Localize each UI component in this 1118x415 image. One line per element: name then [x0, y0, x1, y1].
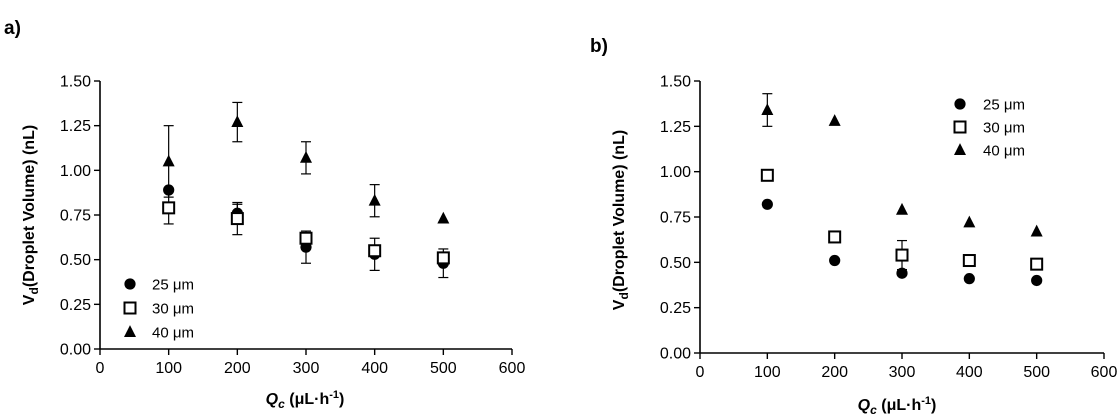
- panel-b-point-circle: [761, 198, 773, 210]
- panel-a-point-square: [299, 231, 313, 245]
- panel-b-x-axis-title: Qc (μL·h-1): [858, 395, 937, 415]
- panel-a-x-tick-label: 0: [96, 360, 105, 377]
- panel-a-point-triangle: [437, 211, 450, 224]
- panel-b-xlabel-sup: -1: [921, 395, 931, 407]
- panel-b-legend-label: 25 μm: [983, 97, 1025, 114]
- panel-b-y-tick-label: 1.25: [660, 119, 691, 136]
- panel-b-point-circle: [1031, 274, 1043, 287]
- panel-b-y-axis-title: Vd(Droplet Volume) (nL): [611, 130, 631, 310]
- panel-a-legend-marker-square: [123, 301, 137, 315]
- panel-b-x-tick-label: 600: [1091, 364, 1118, 381]
- panel-b-point-triangle: [1030, 224, 1043, 237]
- panel-b-xlabel-close: ): [931, 397, 936, 414]
- panel-a-x-tick-label: 100: [155, 360, 182, 377]
- panel-b-legend-label: 40 μm: [983, 143, 1025, 160]
- panel-a-legend-label: 25 μm: [152, 277, 194, 294]
- panel-b-point-square: [1030, 257, 1044, 271]
- panel-b-x-tick-label: 100: [754, 364, 781, 381]
- panel-a-x-tick-label: 300: [293, 360, 320, 377]
- panel-a-x-axis-title: Qc (μL·h-1): [266, 389, 345, 411]
- panel-a-point-square: [368, 244, 382, 258]
- panel-b-legend-marker-circle: [954, 98, 966, 110]
- panel-b-point-triangle: [828, 114, 841, 126]
- panel-b-legend-label: 30 μm: [983, 120, 1025, 137]
- panel-b-x-tick-label: 400: [956, 364, 983, 381]
- panel-b-y-tick-label: 0.00: [660, 346, 691, 363]
- panel-a-y-tick-label: 0.50: [60, 252, 91, 269]
- panel-b-label: b): [590, 36, 608, 57]
- panel-b-y-tick-label: 0.75: [660, 210, 691, 227]
- panel-a-point-triangle: [162, 154, 175, 167]
- panel-a-point-square: [162, 201, 176, 215]
- panel-b-xlabel-rest: (μL·h: [877, 397, 921, 414]
- panel-a-ylabel-sub: d: [27, 287, 41, 294]
- panel-a-point-square: [230, 212, 244, 226]
- panel-a-x-tick-label: 500: [430, 360, 457, 377]
- panel-a-xlabel-rest: (μL·h: [285, 391, 329, 408]
- panel-b-xlabel-main: Q: [858, 397, 871, 414]
- panel-b-x-tick-label: 500: [1023, 364, 1050, 381]
- panel-a-label: a): [4, 18, 21, 39]
- panel-a-plot: 0.00 0.25 0.50 0.75 1.00 1.25 1.50 0 100 200 300 40…: [60, 74, 526, 378]
- panel-a-point-triangle: [231, 115, 244, 128]
- panel-b-point-triangle: [761, 103, 774, 115]
- panel-b-y-tick-label: 1.00: [660, 164, 691, 181]
- panel-a-xlabel-main: Q: [266, 391, 279, 408]
- panel-a-y-tick-label: 1.00: [60, 163, 91, 180]
- panel-b-point-square: [895, 248, 909, 262]
- panel-a-point-square: [436, 251, 450, 265]
- panel-a-point-circle: [163, 184, 175, 196]
- panel-b-point-circle: [896, 267, 908, 279]
- panel-a-point-triangle: [368, 193, 381, 206]
- panel-a-x-tick-label: 200: [224, 360, 251, 377]
- panel-b-y-tick-label: 0.50: [660, 255, 691, 272]
- panel-a-legend-label: 30 μm: [152, 301, 194, 318]
- panel-b-ylabel-rest: (Droplet Volume) (nL): [611, 130, 628, 292]
- panel-a-xlabel-sub: c: [278, 397, 285, 411]
- panel-a-legend-marker-circle: [124, 278, 136, 290]
- panel-b-x-tick-label: 300: [889, 364, 916, 381]
- panel-a-y-tick-label: 1.50: [60, 74, 91, 91]
- panel-a-ylabel-rest: (Droplet Volume) (nL): [21, 125, 38, 287]
- panel-b-y-tick-label: 1.50: [660, 74, 691, 91]
- panel-b-plot: 0.00 0.25 0.50 0.75 1.00 1.25 1.50 0 100 200 300 40…: [660, 74, 1118, 382]
- panel-a-point-triangle: [300, 151, 312, 163]
- panel-a-legend-label: 40 μm: [152, 325, 194, 342]
- panel-a-y-tick-label: 0.75: [60, 208, 91, 225]
- panel-b-point-circle: [829, 254, 841, 267]
- panel-b-point-circle: [963, 273, 975, 285]
- panel-b-legend-marker-triangle: [954, 143, 966, 155]
- panel-b-x-tick-label: 0: [696, 364, 705, 381]
- panel-b-xlabel-sub: c: [870, 403, 877, 415]
- panel-a-y-tick-label: 1.25: [60, 118, 91, 135]
- panel-a-xlabel-sup: -1: [329, 389, 339, 401]
- panel-b-point-triangle: [963, 215, 976, 228]
- panel-a-y-axis-title: Vd(Droplet Volume) (nL): [21, 125, 41, 305]
- panel-b-legend-marker-square: [953, 120, 967, 134]
- panel-b-point-square: [828, 230, 842, 244]
- panel-a-x-tick-label: 600: [499, 360, 526, 377]
- panel-a-ylabel-main: V: [21, 294, 38, 305]
- panel-a-xlabel-close: ): [339, 391, 344, 408]
- panel-b-y-tick-label: 0.25: [660, 300, 691, 317]
- panel-a-x-tick-label: 400: [361, 360, 388, 377]
- panel-b-ylabel-sub: d: [617, 292, 631, 299]
- panel-b-x-tick-label: 200: [821, 364, 848, 381]
- panel-a-legend-marker-triangle: [124, 325, 136, 337]
- panel-b-point-triangle: [896, 202, 908, 215]
- panel-b-point-square: [962, 254, 976, 268]
- panel-b-ylabel-main: V: [611, 299, 628, 310]
- panel-a-y-tick-label: 0.25: [60, 297, 91, 314]
- panel-b-point-square: [760, 168, 774, 182]
- panel-a-y-tick-label: 0.00: [60, 342, 91, 359]
